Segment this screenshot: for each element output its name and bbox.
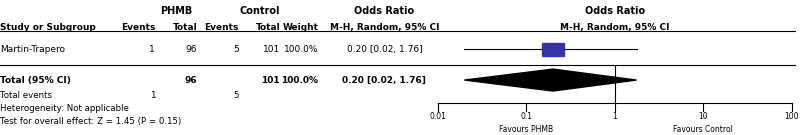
Text: Study or Subgroup: Study or Subgroup (0, 23, 96, 32)
Text: 1: 1 (150, 45, 155, 54)
Text: 1: 1 (150, 91, 155, 100)
Text: 101: 101 (262, 76, 280, 85)
Text: M-H, Random, 95% CI: M-H, Random, 95% CI (560, 23, 670, 32)
Text: 100.0%: 100.0% (284, 45, 318, 54)
Text: Total: Total (255, 23, 280, 32)
Text: Events: Events (204, 23, 238, 32)
Text: Total: Total (173, 23, 198, 32)
Text: 1: 1 (613, 112, 617, 121)
Text: 100.0%: 100.0% (282, 76, 318, 85)
Text: Control: Control (239, 6, 280, 16)
Text: 0.01: 0.01 (430, 112, 446, 121)
Text: Weight: Weight (282, 23, 318, 32)
Text: Odds Ratio: Odds Ratio (585, 6, 645, 16)
Text: 0.1: 0.1 (520, 112, 532, 121)
Text: 96: 96 (185, 76, 198, 85)
Text: Total (95% CI): Total (95% CI) (0, 76, 71, 85)
Text: Test for overall effect: Z = 1.45 (P = 0.15): Test for overall effect: Z = 1.45 (P = 0… (0, 117, 182, 126)
Text: PHMB: PHMB (160, 6, 193, 16)
Text: 5: 5 (233, 45, 238, 54)
Text: Favours Control: Favours Control (674, 125, 734, 134)
Text: Favours PHMB: Favours PHMB (499, 125, 554, 134)
Text: 10: 10 (698, 112, 708, 121)
Text: Heterogeneity: Not applicable: Heterogeneity: Not applicable (0, 104, 129, 113)
Text: Martin-Trapero: Martin-Trapero (0, 45, 65, 54)
Text: 100: 100 (785, 112, 799, 121)
Text: Total events: Total events (0, 91, 52, 100)
Text: Events: Events (121, 23, 155, 32)
Text: Odds Ratio: Odds Ratio (354, 6, 414, 16)
Text: 5: 5 (234, 91, 238, 100)
Text: 0.20 [0.02, 1.76]: 0.20 [0.02, 1.76] (346, 45, 422, 54)
Polygon shape (464, 69, 637, 91)
Text: 101: 101 (263, 45, 280, 54)
Text: M-H, Random, 95% CI: M-H, Random, 95% CI (330, 23, 439, 32)
FancyBboxPatch shape (542, 43, 564, 55)
Text: 96: 96 (186, 45, 198, 54)
Text: 0.20 [0.02, 1.76]: 0.20 [0.02, 1.76] (342, 76, 426, 85)
